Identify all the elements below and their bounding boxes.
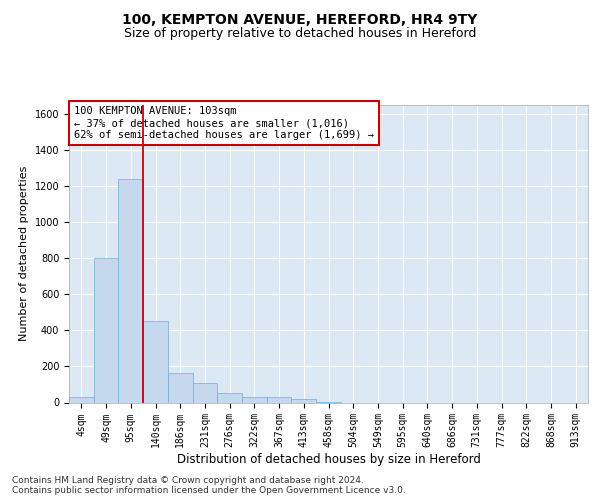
Bar — [242, 397, 267, 402]
Text: Contains HM Land Registry data © Crown copyright and database right 2024.
Contai: Contains HM Land Registry data © Crown c… — [12, 476, 406, 495]
Bar — [193, 382, 217, 402]
Text: Size of property relative to detached houses in Hereford: Size of property relative to detached ho… — [124, 28, 476, 40]
Text: 100 KEMPTON AVENUE: 103sqm
← 37% of detached houses are smaller (1,016)
62% of s: 100 KEMPTON AVENUE: 103sqm ← 37% of deta… — [74, 106, 374, 140]
Bar — [267, 397, 292, 402]
Bar — [118, 179, 143, 402]
X-axis label: Distribution of detached houses by size in Hereford: Distribution of detached houses by size … — [176, 453, 481, 466]
Bar — [94, 258, 118, 402]
Bar — [69, 397, 94, 402]
Text: 100, KEMPTON AVENUE, HEREFORD, HR4 9TY: 100, KEMPTON AVENUE, HEREFORD, HR4 9TY — [122, 12, 478, 26]
Bar — [168, 373, 193, 402]
Bar — [292, 399, 316, 402]
Bar — [217, 392, 242, 402]
Y-axis label: Number of detached properties: Number of detached properties — [19, 166, 29, 342]
Bar — [143, 322, 168, 402]
